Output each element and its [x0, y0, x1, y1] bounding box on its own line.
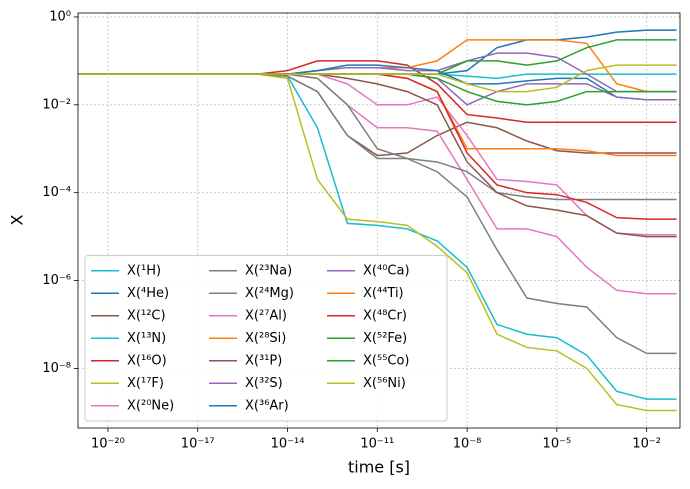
y-tick-label: 10⁻⁶ — [42, 273, 71, 288]
series-line — [78, 73, 677, 400]
x-tick-label: 10⁻² — [632, 437, 661, 452]
legend-label: X(³⁶Ar) — [245, 398, 289, 413]
legend-label: X(²⁴Mg) — [245, 286, 294, 301]
series-line — [78, 64, 677, 101]
series-line — [78, 60, 677, 124]
series-line — [78, 73, 677, 201]
legend-label: X(³¹P) — [245, 353, 282, 368]
legend-label: X(⁵²Fe) — [363, 331, 407, 346]
legend-label: X(²⁰Ne) — [127, 398, 174, 413]
legend-label: X(¹³N) — [127, 331, 166, 346]
legend-label: X(²⁷Al) — [245, 308, 287, 323]
x-tick-label: 10⁻²⁰ — [91, 437, 125, 452]
legend-label: X(³²S) — [245, 376, 283, 391]
y-tick-label: 10⁻⁸ — [42, 361, 71, 376]
y-tick-label: 10⁰ — [49, 9, 71, 24]
plot-lines — [78, 29, 677, 412]
x-tick-label: 10⁻¹⁴ — [271, 437, 305, 452]
legend-label: X(⁴⁰Ca) — [363, 263, 410, 278]
legend-label: X(¹²C) — [127, 308, 166, 323]
plot-frame — [77, 12, 681, 429]
legend-label: X(¹⁷F) — [127, 376, 164, 391]
legend-label: X(⁵⁵Co) — [363, 353, 410, 368]
legend-label: X(⁴⁸Cr) — [363, 308, 407, 323]
x-tick-label: 10⁻¹¹ — [360, 437, 394, 452]
x-axis-label: time [s] — [348, 458, 410, 477]
y-axis-label: X — [8, 214, 27, 225]
legend-label: X(⁵⁶Ni) — [363, 376, 406, 391]
legend-label: X(⁴⁴Ti) — [363, 286, 404, 301]
legend-label: X(¹⁶O) — [127, 353, 167, 368]
legend-label: X(¹H) — [127, 263, 161, 278]
legend-label: X(²⁸Si) — [245, 331, 286, 346]
legend-label: X(⁴He) — [127, 286, 169, 301]
x-tick-label: 10⁻⁵ — [543, 437, 572, 452]
legend-label: X(²³Na) — [245, 263, 292, 278]
x-tick-label: 10⁻⁸ — [453, 437, 482, 452]
y-tick-label: 10⁻² — [42, 97, 71, 112]
series-line — [78, 73, 677, 412]
y-tick-label: 10⁻⁴ — [42, 185, 71, 200]
series-line — [78, 73, 677, 355]
x-tick-label: 10⁻¹⁷ — [181, 437, 215, 452]
series-line — [78, 64, 677, 93]
legend-box — [84, 255, 448, 422]
